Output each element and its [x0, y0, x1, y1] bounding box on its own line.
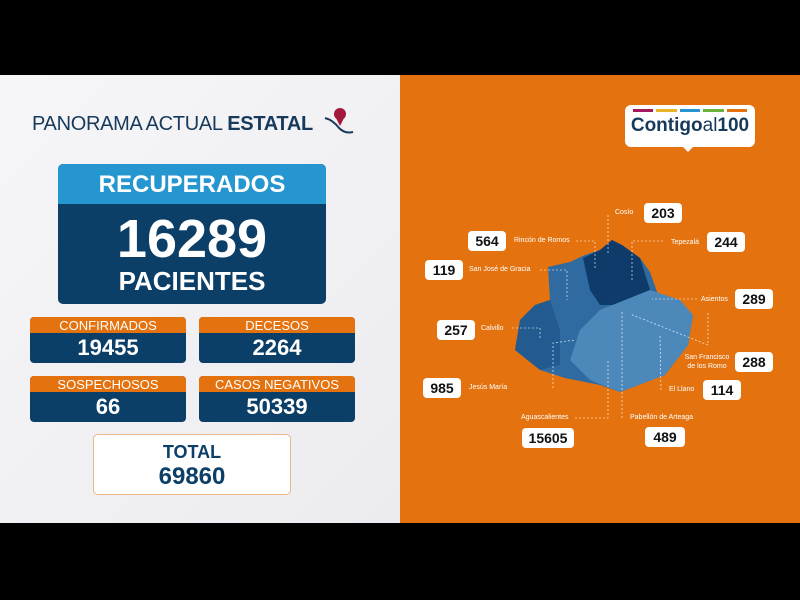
stat-value: 66 [95, 394, 121, 419]
logo-color-bar [656, 109, 677, 112]
total-card: TOTAL 69860 [93, 434, 291, 495]
region-north [583, 240, 650, 305]
contigo-al-100-logo: Contigoal100 [625, 105, 755, 152]
municipio-label-san-francisco-de-los-romo: San Francisco de los Romo [684, 354, 730, 370]
stat-label: DECESOS [199, 317, 355, 333]
mexico-map-pin-icon [324, 108, 354, 134]
municipio-label-aguascalientes: Aguascalientes [521, 414, 569, 421]
stat-label: SOSPECHOSOS [30, 376, 186, 392]
region-calvillo [515, 300, 560, 370]
logo-color-bar [633, 109, 654, 112]
logo-color-bar [726, 109, 748, 112]
total-label: TOTAL [162, 442, 222, 462]
municipio-value-aguascalientes: 15605 [522, 428, 574, 448]
decesos-card: DECESOS 2264 [199, 317, 355, 363]
recuperados-unit: PACIENTES [118, 266, 266, 296]
municipio-label-calvillo: Calvillo [481, 325, 504, 332]
municipio-label-pabellon-de-arteaga: Pabellón de Arteaga [630, 414, 694, 421]
region-center [570, 290, 693, 392]
municipio-value-san-jose-de-gracia: 119 [425, 260, 463, 280]
leader-lines [512, 215, 709, 419]
municipio-value-calvillo: 257 [437, 320, 475, 340]
recuperados-value: 16289 [116, 209, 268, 269]
municipio-label-jesus-maria: Jesús María [469, 384, 508, 391]
municipio-label-asientos: Asientos [701, 296, 728, 303]
logo-color-bar [703, 109, 724, 112]
municipio-value-pabellon-de-arteaga: 489 [645, 427, 685, 447]
stat-value: 2264 [252, 335, 302, 360]
municipio-value-cosio: 203 [644, 203, 682, 223]
recuperados-label: RECUPERADOS [58, 164, 326, 204]
municipio-label-el-llano: El Llano [669, 386, 695, 393]
municipio-label-cosio: Cosío [615, 209, 634, 216]
municipio-label-tepezala: Tepezalá [671, 239, 700, 246]
sospechosos-card: SOSPECHOSOS 66 [30, 376, 186, 422]
stat-value: 19455 [77, 335, 139, 360]
stat-value: 50339 [246, 394, 308, 419]
total-value: 69860 [158, 463, 226, 490]
confirmados-card: CONFIRMADOS 19455 [30, 317, 186, 363]
casos-negativos-card: CASOS NEGATIVOS 50339 [199, 376, 355, 422]
page-title: PANORAMA ACTUAL ESTATAL [32, 113, 313, 135]
municipio-value-jesus-maria: 985 [423, 378, 461, 398]
recuperados-card: RECUPERADOS 16289 PACIENTES [58, 164, 326, 304]
municipio-label-rincon-de-romos: Rincón de Romos [514, 237, 570, 244]
municipio-value-rincon-de-romos: 564 [468, 231, 506, 251]
stat-label: CONFIRMADOS [30, 317, 186, 333]
municipio-value-el-llano: 114 [703, 380, 741, 400]
stat-label: CASOS NEGATIVOS [199, 376, 355, 392]
municipio-value-asientos: 289 [735, 289, 773, 309]
municipio-label-san-jose-de-gracia: San José de Gracia [469, 266, 531, 273]
municipio-value-tepezala: 244 [707, 232, 745, 252]
logo-color-bar [679, 109, 701, 112]
municipio-value-san-francisco-de-los-romo: 288 [735, 352, 773, 372]
